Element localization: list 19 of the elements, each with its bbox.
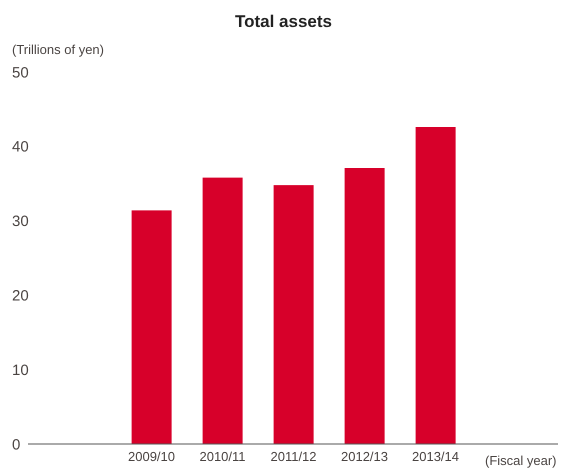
x-tick-label: 2011/12 <box>270 449 317 464</box>
x-tick-label: 2010/11 <box>199 449 246 464</box>
bar <box>132 210 172 444</box>
bar <box>202 178 243 444</box>
y-tick-label: 40 <box>12 138 29 156</box>
y-tick-label: 0 <box>12 436 20 454</box>
y-tick-label: 50 <box>12 64 29 82</box>
x-axis-title: (Fiscal year) <box>485 453 557 468</box>
bar <box>274 185 314 444</box>
x-tick-label: 2013/14 <box>412 449 459 464</box>
bar <box>344 168 385 444</box>
y-tick-label: 10 <box>12 362 29 379</box>
chart-title: Total assets <box>234 12 333 32</box>
y-axis-title: (Trillions of yen) <box>12 42 104 57</box>
y-tick-label: 20 <box>12 288 29 305</box>
bar <box>416 127 456 444</box>
x-tick-label: 2012/13 <box>341 449 388 464</box>
x-tick-label: 2009/10 <box>128 449 175 464</box>
y-tick-label: 30 <box>12 213 29 230</box>
